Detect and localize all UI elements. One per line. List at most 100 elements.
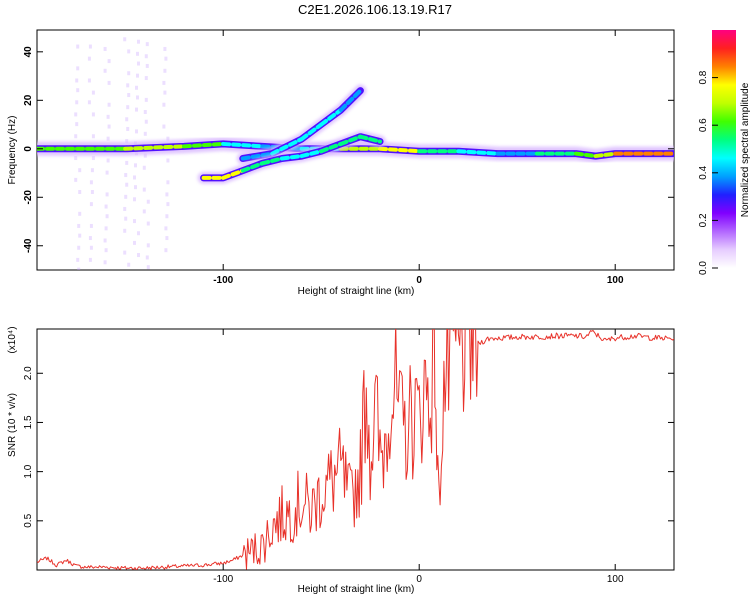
noise-speck [88, 270, 91, 274]
spectrogram-panel: -100 0 100 -40 -20 0 20 40 Height of straight … [7, 29, 675, 297]
noise-speck [162, 124, 166, 129]
noise-speck [145, 42, 149, 47]
noise-speck [90, 168, 94, 173]
noise-speck [136, 51, 139, 56]
noise-speck [144, 119, 148, 124]
noise-speck [87, 100, 91, 105]
noise-speck [76, 66, 80, 71]
noise-speck [146, 265, 150, 270]
noise-speck [127, 71, 131, 76]
noise-speck [78, 190, 82, 194]
track-segment [182, 141, 226, 149]
noise-speck [165, 236, 169, 241]
noise-speck [137, 39, 140, 44]
track-segment [456, 149, 500, 156]
y-tick-label: 20 [23, 94, 34, 106]
noise-speck [127, 262, 131, 267]
noise-speck [127, 49, 131, 54]
noise-speck [144, 76, 148, 81]
noise-speck [144, 54, 148, 59]
noise-speck [146, 243, 150, 248]
noise-speck [166, 136, 170, 141]
noise-speck [163, 90, 167, 95]
noise-speck [125, 182, 129, 187]
noise-speck [77, 245, 81, 250]
noise-speck [143, 131, 147, 136]
noise-speck [75, 78, 79, 83]
y-tick-label: 0.5 [23, 513, 34, 527]
noise-speck [163, 46, 167, 51]
noise-speck [137, 61, 140, 66]
noise-speck [88, 257, 92, 262]
noise-speck [133, 219, 136, 224]
noise-speck [105, 214, 109, 219]
y-tick-label: 0 [23, 146, 34, 152]
x-tick-label: 100 [607, 574, 624, 585]
noise-speck [163, 68, 167, 73]
track-segment [319, 141, 343, 154]
chart-title: C2E1.2026.106.13.19.R17 [298, 2, 452, 17]
noise-speck [125, 160, 129, 165]
y-tick-label: 40 [23, 46, 34, 58]
noise-speck [135, 85, 138, 90]
spectrogram-x-axis-label: Height of straight line (km) [298, 286, 415, 297]
track-segment [221, 141, 265, 149]
y-tick-label: -40 [23, 238, 34, 253]
colorbar-gradient [712, 30, 736, 268]
noise-speck [87, 78, 91, 83]
track-segment [593, 151, 618, 159]
noise-speck [136, 73, 139, 78]
track-segment [358, 134, 382, 144]
track-segment [280, 154, 304, 161]
snr-y-ticks: 0.5 1.0 1.5 2.0 [23, 366, 674, 528]
snr-frame [36, 328, 675, 571]
colorbar-tick-label: 0.2 [698, 213, 709, 227]
noise-speck [124, 216, 128, 221]
noise-speck [104, 226, 108, 231]
noise-speck [126, 83, 130, 88]
noise-speck [76, 257, 80, 262]
colorbar-tick-label: 0.0 [698, 261, 709, 275]
track-segment [123, 144, 186, 151]
noise-speck [77, 267, 81, 270]
noise-speck [165, 192, 169, 197]
noise-speck [74, 134, 78, 139]
snr-panel: -100 0 100 0.5 1.0 1.5 2.0 Height of straight… [7, 326, 675, 595]
noise-speck [123, 250, 127, 255]
noise-speck [103, 260, 107, 265]
noise-speck [104, 248, 108, 253]
noise-speck [166, 180, 170, 185]
snr-y-multiplier: (x10⁴) [7, 326, 18, 353]
noise-speck [103, 68, 107, 73]
noise-speck [106, 136, 110, 141]
x-tick-label: -100 [213, 275, 233, 286]
noise-speck [125, 139, 129, 144]
noise-speck [107, 80, 111, 85]
snr-x-ticks: -100 0 100 [213, 329, 624, 585]
x-tick-label: 0 [416, 275, 422, 286]
snr-series-line [37, 329, 674, 570]
track-segment [574, 151, 598, 159]
noise-speck [164, 248, 168, 253]
noise-speck [104, 204, 108, 209]
noise-speck [103, 46, 107, 51]
track-segment [240, 161, 265, 173]
noise-speck [77, 223, 81, 228]
noise-speck [126, 105, 130, 110]
noise-speck [105, 170, 109, 175]
colorbar-label: Normalized spectral amplitude [740, 82, 750, 217]
noise-speck [78, 233, 82, 238]
noise-speck [91, 112, 95, 117]
track-segment [319, 108, 343, 127]
noise-speck [134, 185, 137, 190]
noise-speck [106, 114, 110, 119]
spectrogram-y-ticks: -40 -20 0 20 40 [23, 46, 674, 253]
noise-speck [143, 110, 147, 114]
track-segment [240, 151, 275, 161]
noise-speck [78, 168, 82, 173]
noise-speck [103, 238, 107, 243]
noise-speck [107, 102, 111, 107]
noise-speck [127, 93, 131, 98]
noise-speck [87, 56, 91, 61]
noise-speck [76, 44, 80, 49]
